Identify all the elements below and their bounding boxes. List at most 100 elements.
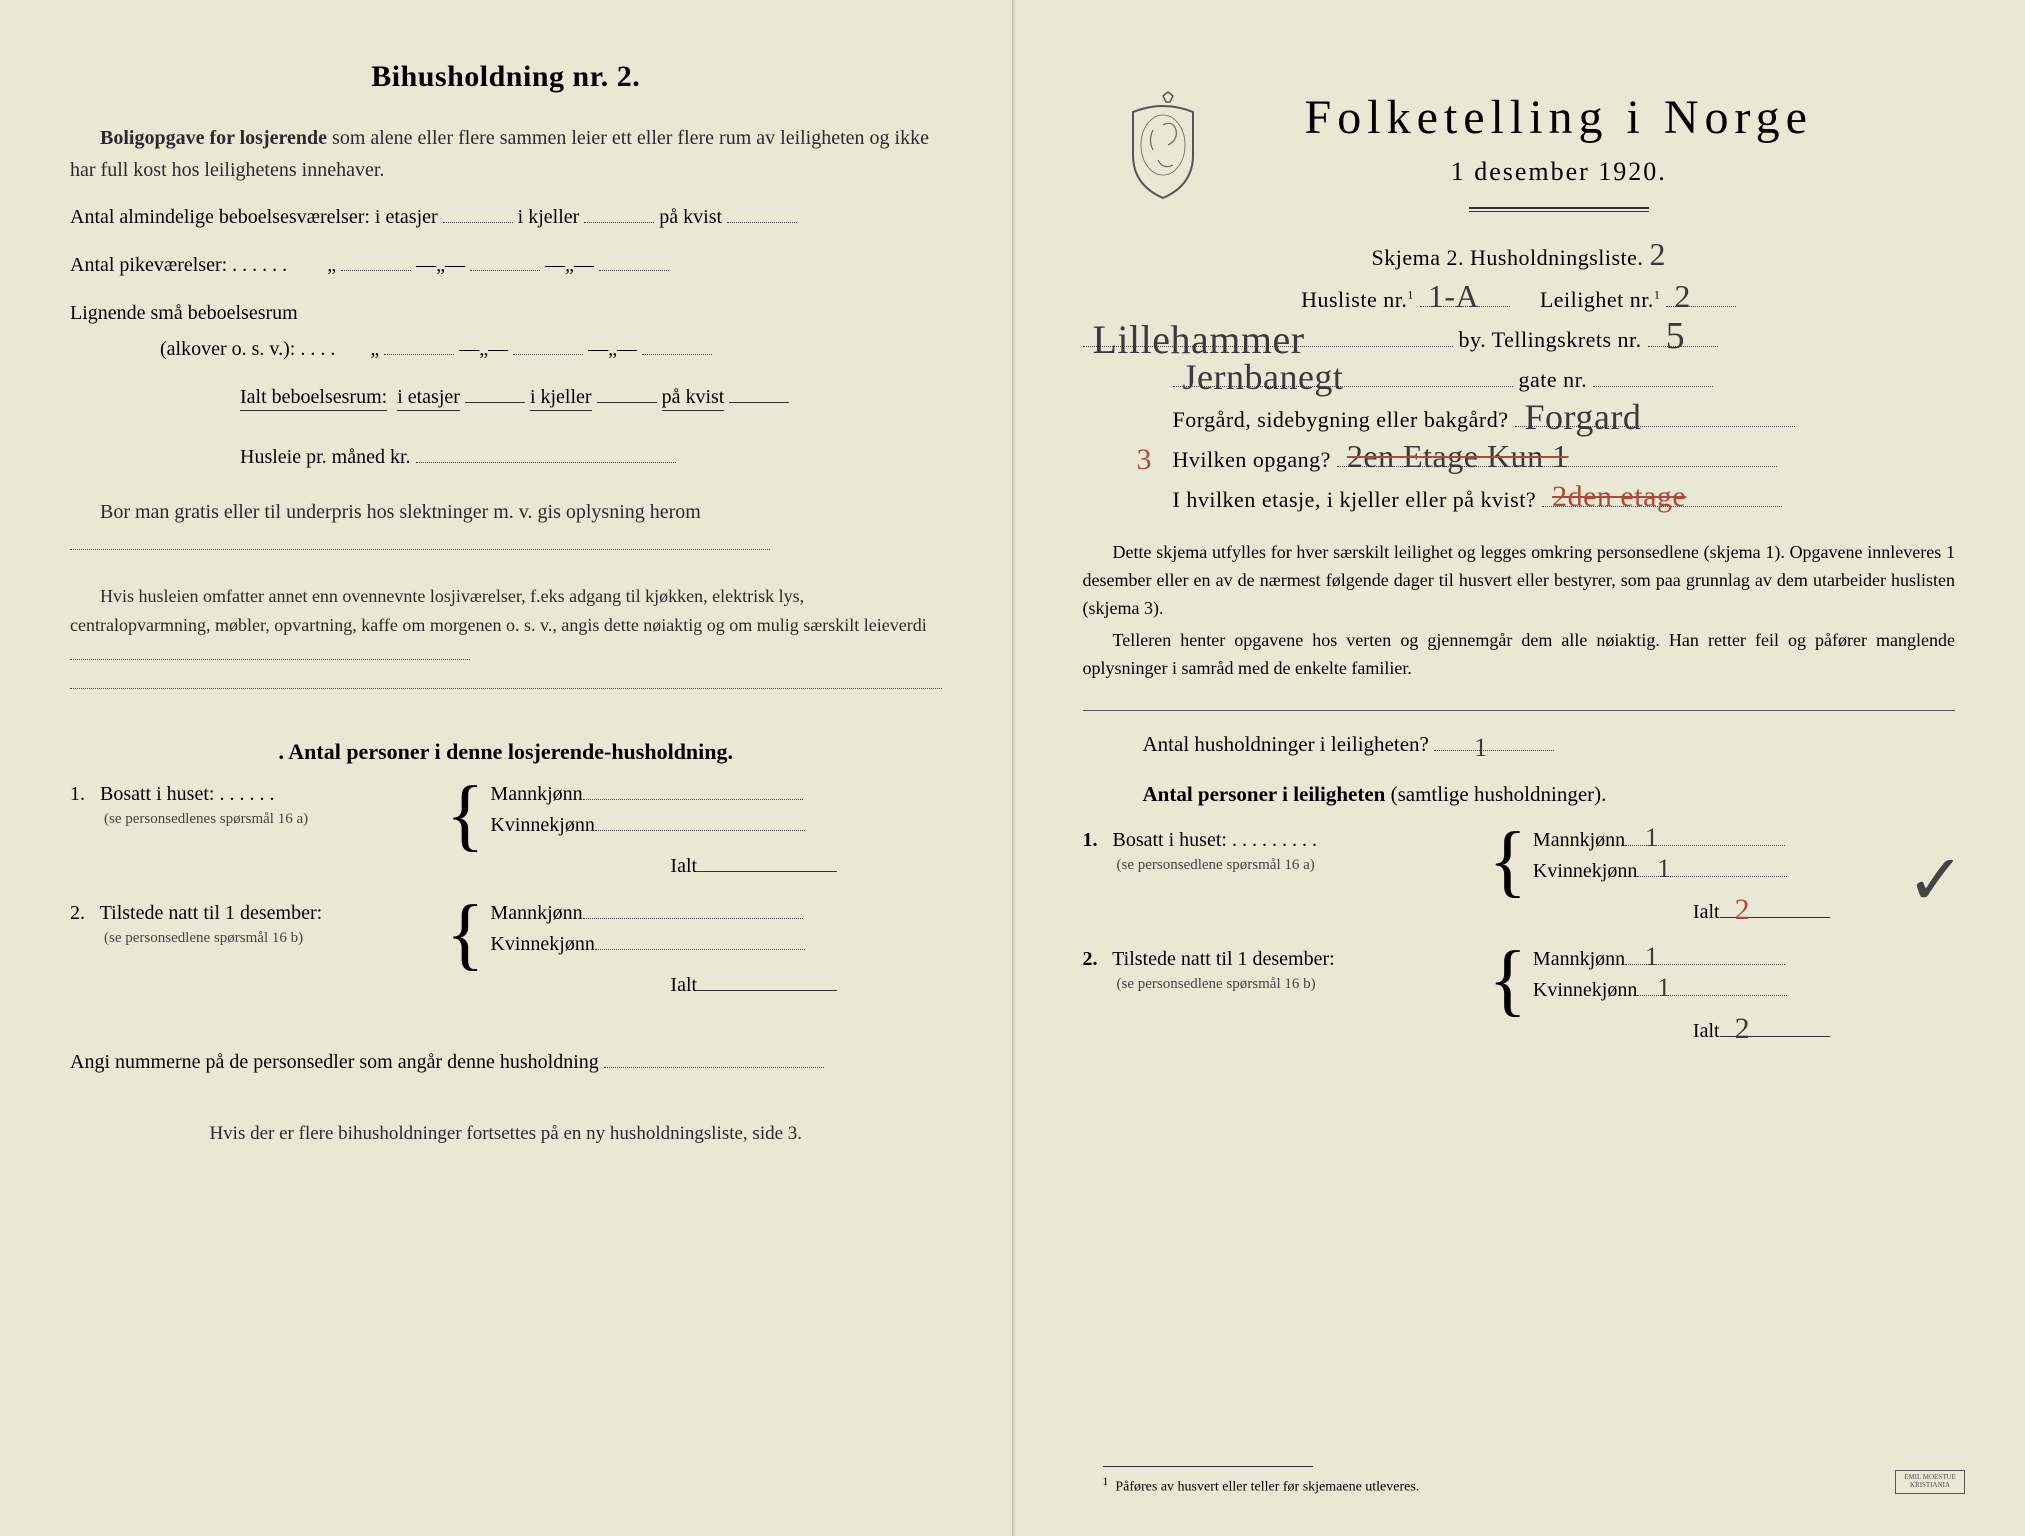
hw-forgard: Forgard [1525, 396, 1642, 438]
q1-right: Mannkjønn Kvinnekjønn Ialt [490, 783, 941, 886]
mann-line: Mannkjønn1 [1533, 948, 1955, 971]
row-hvis-husleien: Hvis husleien omfatter annet enn ovennev… [70, 582, 942, 668]
blank [595, 830, 805, 831]
label: Antal husholdninger i leiligheten? [1143, 732, 1429, 756]
right-page: Folketelling i Norge 1 desember 1920. Sk… [1013, 0, 2025, 1536]
count-r-q1: 1. Bosatt i huset: . . . . . . . . . (se… [1083, 829, 1956, 932]
blank [465, 402, 525, 403]
blank [584, 222, 654, 223]
blank [595, 949, 805, 950]
q1-left: 1. Bosatt i huset: . . . . . . (se perso… [70, 783, 440, 829]
hw-m2: 1 [1645, 942, 1658, 972]
hw-krets: 5 [1666, 314, 1686, 358]
subtitle: 1 desember 1920. [1163, 157, 1956, 187]
row-husliste: Husliste nr.1 1-A Leilighet nr.1 2 [1083, 287, 1956, 313]
label: I hvilken etasje, i kjeller eller på kvi… [1173, 487, 1537, 512]
label: gate nr. [1519, 367, 1588, 392]
mann-line: Mannkjønn [490, 902, 941, 925]
instructions-para1: Dette skjema utfylles for hver særskilt … [1083, 539, 1956, 623]
count-r-q2: 2. Tilstede natt til 1 desember: (se per… [1083, 948, 1956, 1051]
footnote-rule [1103, 1466, 1313, 1467]
field: 5 [1648, 346, 1718, 347]
q2-right: Mannkjønn Kvinnekjønn Ialt [490, 902, 941, 1005]
row-bor-gratis: Bor man gratis eller til underpris hos s… [70, 496, 942, 560]
field: 1 [1625, 964, 1785, 965]
row-lignende-1: Lignende små beboelsesrum [70, 296, 942, 330]
dash: —„— [545, 254, 594, 276]
ialt-line: Ialt2 [1533, 901, 1955, 924]
title-rule [1469, 207, 1649, 212]
label: Kvinnekjønn [490, 933, 594, 955]
blank [697, 871, 837, 872]
row-gate: Jernbanegt gate nr. [1083, 367, 1956, 393]
hw-skjema-no: 2 [1649, 236, 1666, 273]
hw-husliste: 1-A [1428, 278, 1479, 315]
dash: —„— [588, 338, 637, 360]
row-ialt-rooms: Ialt beboelsesrum: i etasjer i kjeller p… [70, 380, 942, 414]
label: Ialt [670, 855, 697, 877]
blank [1593, 386, 1713, 387]
field: 2 [1720, 1036, 1830, 1037]
kvinne-line: Kvinnekjønn [490, 814, 941, 837]
label: Ialt [1693, 901, 1720, 923]
brace-icon: { [1489, 829, 1527, 893]
label: i kjeller [530, 386, 592, 411]
divider [1083, 710, 1956, 711]
q2-left: 2. Tilstede natt til 1 desember: (se per… [1083, 948, 1483, 994]
label: Ialt [1693, 1020, 1720, 1042]
blank [697, 990, 837, 991]
mann-line: Mannkjønn [490, 783, 941, 806]
blank [599, 270, 669, 271]
label: Ialt [670, 974, 697, 996]
count-wrapper: ✓ 1. Bosatt i huset: . . . . . . . . . (… [1083, 829, 1956, 1051]
dash: —„— [459, 338, 508, 360]
field: 2en Etage Kun 1 [1337, 466, 1777, 467]
label: Kvinnekjønn [490, 814, 594, 836]
hw-leilighet: 2 [1674, 278, 1691, 315]
ialt-line: Ialt [490, 855, 941, 878]
hw-m1: 1 [1645, 823, 1658, 853]
intro-paragraph: Boligopgave for losjerende som alene ell… [70, 122, 942, 186]
num: 1. [70, 783, 85, 805]
label: på kvist [659, 206, 722, 228]
label: Mannkjønn [490, 902, 582, 924]
label-rest: (samtlige husholdninger). [1385, 782, 1606, 806]
blank [513, 354, 583, 355]
label: Husleie pr. måned kr. [240, 446, 411, 468]
label: i kjeller [518, 206, 580, 228]
label: Ialt beboelsesrum: [240, 386, 387, 411]
blank [384, 354, 454, 355]
field: 1 [1637, 876, 1787, 877]
blank [604, 1067, 824, 1068]
hw-etasje: 2den etage [1552, 480, 1686, 514]
num: 1. [1083, 829, 1098, 851]
hw-margin-3: 3 [1137, 443, 1153, 477]
footnote-text: Påføres av husvert eller teller før skje… [1115, 1480, 1419, 1495]
footnote: 1 Påføres av husvert eller teller før sk… [1103, 1466, 1420, 1496]
label: Mannkjønn [1533, 948, 1625, 970]
row-skjema: Skjema 2. Husholdningsliste. 2 [1083, 236, 1956, 273]
kvinne-line: Kvinnekjønn1 [1533, 979, 1955, 1002]
label: Angi nummerne på de personsedler som ang… [70, 1051, 599, 1073]
q2-right: Mannkjønn1 Kvinnekjønn1 Ialt2 [1533, 948, 1955, 1051]
blank [597, 402, 657, 403]
label: Mannkjønn [490, 783, 582, 805]
num: 2. [1083, 948, 1098, 970]
brace-icon: { [446, 783, 484, 847]
note: (se personsedlene spørsmål 16 a) [1083, 857, 1315, 873]
ialt-line: Ialt [490, 974, 941, 997]
printer-stamp: EMIL MOESTUEKRISTIANIA [1895, 1470, 1965, 1494]
blank [470, 270, 540, 271]
label: Kvinnekjønn [1533, 979, 1637, 1001]
row-antal-pers-title: Antal personer i leiligheten (samtlige h… [1083, 777, 1956, 813]
hw-i1: 2 [1735, 893, 1750, 927]
label: by. Tellingskrets nr. [1459, 327, 1642, 352]
blank [583, 918, 803, 919]
sup: 1 [1654, 288, 1661, 302]
q1-left: 1. Bosatt i huset: . . . . . . . . . (se… [1083, 829, 1483, 875]
blank [341, 270, 411, 271]
hw-hush: 1 [1474, 726, 1487, 770]
hw-k2: 1 [1657, 973, 1670, 1003]
blank [443, 222, 513, 223]
label: Hvilken opgang? [1173, 447, 1331, 472]
